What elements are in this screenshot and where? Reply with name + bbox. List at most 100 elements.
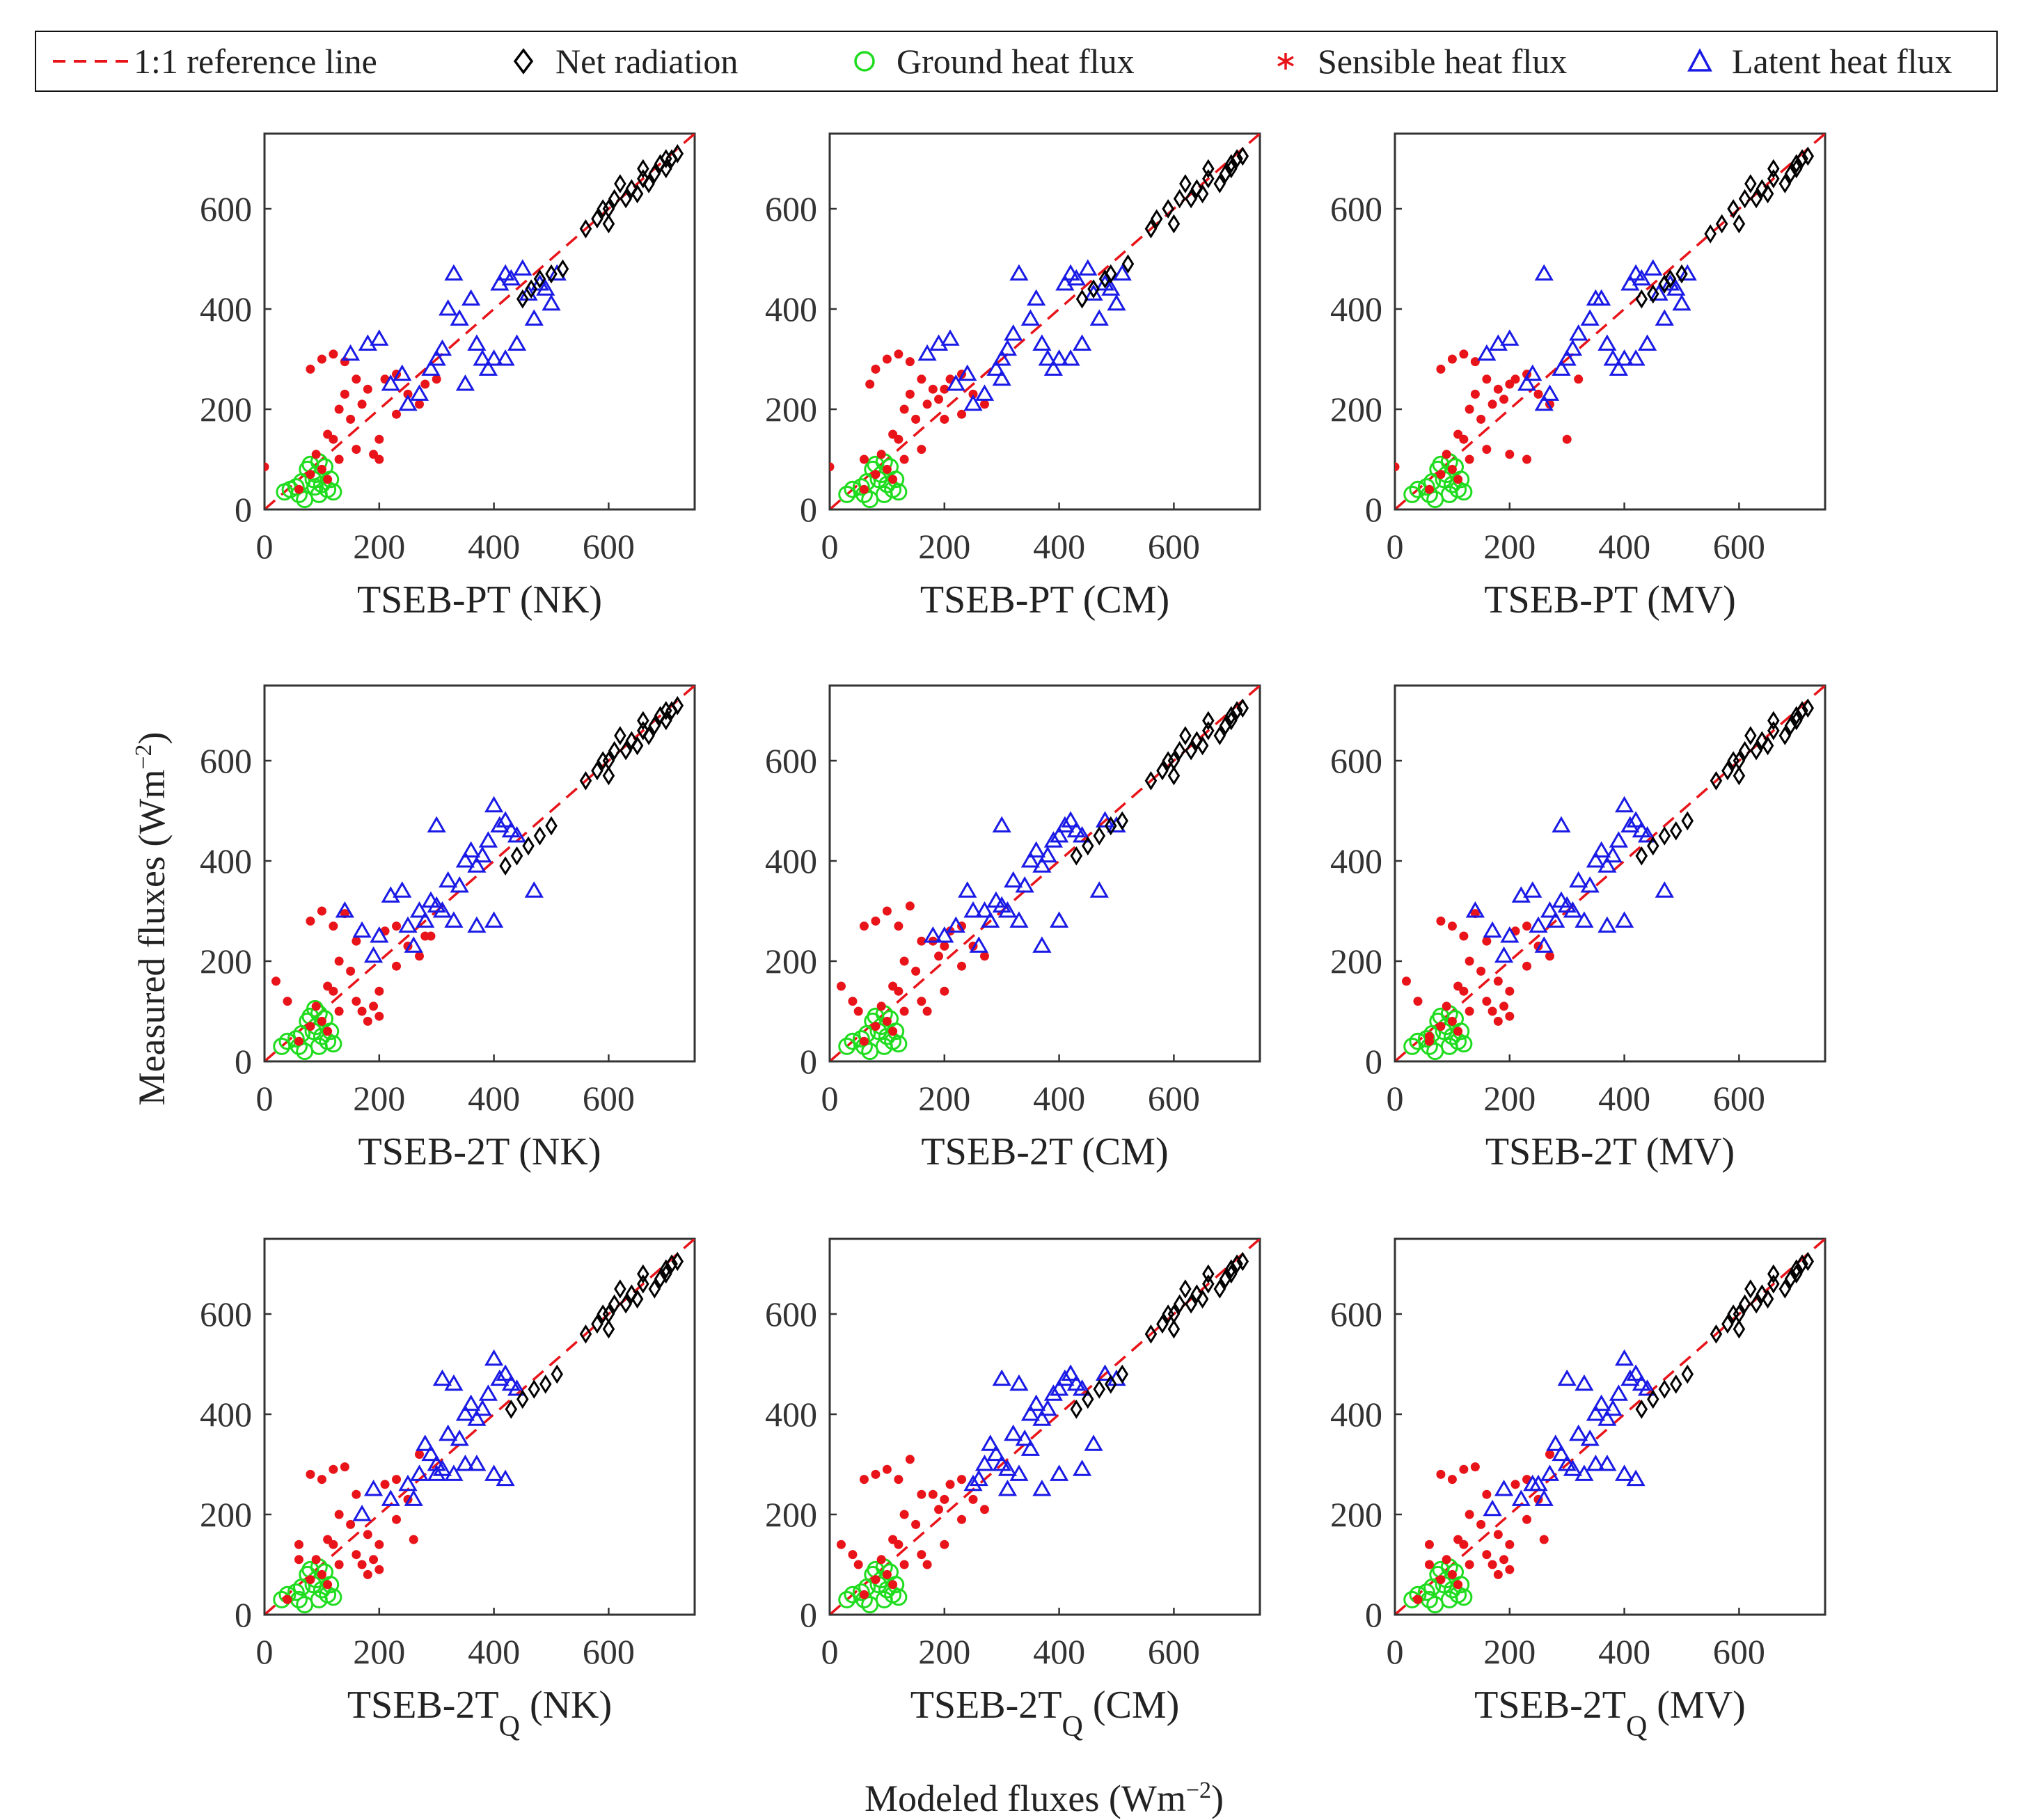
sensible-heat-flux-point: [374, 454, 384, 464]
sensible-heat-flux-point: [1522, 1514, 1532, 1524]
latent-heat-flux-point: [1061, 349, 1080, 366]
ground-heat-flux-point: [838, 485, 856, 503]
sensible-heat-flux-point: [306, 364, 315, 374]
sensible-heat-flux-point: [329, 349, 338, 359]
y-tick-label: 200: [1330, 1495, 1382, 1534]
latent-heat-flux-point: [524, 309, 544, 326]
net-radiation-point: [1167, 1319, 1181, 1339]
latent-heat-flux-point: [398, 916, 418, 933]
latent-heat-flux-point: [1655, 881, 1674, 898]
sensible-heat-flux-point: [1413, 997, 1423, 1006]
star-icon: [1277, 53, 1294, 70]
y-tick-label: 200: [200, 942, 252, 981]
x-tick-label: 600: [1713, 527, 1765, 566]
ground-heat-flux-point: [306, 478, 324, 496]
latent-heat-flux-point: [427, 816, 446, 833]
latent-heat-flux-point: [1614, 349, 1634, 366]
net-radiation-point: [1727, 199, 1739, 219]
sensible-heat-flux-point: [1499, 1002, 1509, 1011]
y-axis-label: Measured fluxes (Wm−2): [131, 731, 173, 1106]
sensible-heat-flux-point: [420, 931, 430, 941]
sensible-heat-flux-point: [432, 374, 441, 384]
latent-heat-flux-point: [992, 349, 1011, 366]
net-radiation-point: [1721, 1314, 1734, 1334]
net-radiation-point: [1231, 701, 1243, 720]
net-radiation-point: [1213, 726, 1226, 745]
x-tick-label: 400: [1033, 1079, 1085, 1118]
plot-area: [828, 1237, 1261, 1616]
sensible-heat-flux-point: [1436, 364, 1446, 374]
latent-heat-flux-point: [1586, 851, 1606, 868]
sensible-heat-flux-point: [905, 901, 915, 911]
sensible-heat-flux-point: [1424, 1031, 1434, 1041]
net-radiation-point: [1750, 189, 1762, 209]
net-radiation-point: [579, 1324, 592, 1344]
sensible-heat-flux-point: [380, 1480, 390, 1489]
net-radiation-point: [1231, 1254, 1243, 1274]
net-radiation-point: [1093, 826, 1106, 846]
latent-heat-flux-point: [1517, 374, 1537, 391]
latent-heat-flux-point: [1004, 324, 1023, 341]
sensible-heat-flux-point: [1505, 986, 1515, 996]
panel-title: TSEB-2TQ (NK): [347, 1684, 612, 1743]
latent-heat-flux-point: [1523, 881, 1542, 898]
y-tick-label: 600: [200, 741, 252, 780]
net-radiation-point: [1727, 1304, 1739, 1324]
sensible-heat-flux-point: [392, 1475, 402, 1485]
panel-5: 0 200 400 600 0 200 400 600 TSEB-2T (CM): [765, 684, 1261, 1173]
sensible-heat-flux-point: [352, 1489, 361, 1499]
net-radiation-point: [1196, 184, 1209, 204]
legend-item-sensible-heat-flux: Sensible heat flux: [1272, 32, 1567, 90]
sensible-heat-flux-point: [894, 1540, 904, 1549]
latent-heat-flux-point: [455, 1404, 475, 1421]
latent-heat-flux-point: [1004, 871, 1023, 888]
ground-heat-flux-point: [322, 1576, 340, 1594]
panel-7: 0 200 400 600 0 200 400 600 TSEB-2TQ (NK): [200, 1237, 696, 1743]
sensible-heat-flux-point: [1447, 1016, 1457, 1026]
latent-heat-flux-point: [917, 344, 937, 361]
sensible-heat-flux-point: [1505, 1540, 1515, 1549]
sensible-heat-flux-point: [271, 976, 281, 986]
ground-heat-flux-point: [852, 478, 870, 496]
latent-heat-flux-point: [1592, 841, 1611, 858]
x-tick-label: 200: [918, 527, 970, 566]
panel-2: 0 200 400 600 0 200 400 600 TSEB-PT (CM): [765, 132, 1261, 622]
sensible-heat-flux-point: [917, 374, 926, 384]
sensible-heat-flux-point: [894, 434, 904, 444]
net-radiation-point: [648, 164, 661, 184]
y-tick-label: 400: [1330, 1395, 1382, 1434]
net-radiation-point: [1704, 224, 1717, 244]
latent-heat-flux-point: [1614, 796, 1634, 813]
net-radiation-point: [1202, 159, 1215, 179]
x-tick-label: 0: [821, 1632, 839, 1671]
legend: 1:1 reference line Net radiation Ground …: [35, 31, 1998, 92]
sensible-heat-flux-point: [1562, 434, 1572, 444]
latent-heat-flux-point: [1078, 259, 1098, 276]
panel-title: TSEB-2T (CM): [921, 1130, 1168, 1173]
net-radiation-point: [660, 1264, 672, 1284]
latent-heat-flux-point: [1597, 856, 1617, 873]
latent-heat-flux-point: [1009, 264, 1029, 281]
net-radiation-point: [1658, 826, 1671, 846]
net-radiation-point: [1190, 731, 1204, 750]
sensible-heat-flux-point: [859, 1036, 869, 1046]
latent-heat-flux-point: [450, 1430, 469, 1446]
net-radiation-point: [1190, 1284, 1204, 1304]
y-tick-label: 600: [1330, 741, 1382, 780]
sensible-heat-flux-point: [1545, 951, 1554, 961]
latent-heat-flux-point: [1038, 1399, 1057, 1416]
x-tick-label: 600: [1148, 1079, 1200, 1118]
latent-heat-flux-point: [946, 374, 965, 391]
net-radiation-point: [648, 715, 661, 736]
ground-heat-flux-point: [1452, 470, 1470, 489]
net-radiation-point: [1796, 701, 1808, 720]
sensible-heat-flux-point: [1413, 1595, 1423, 1604]
sensible-heat-flux-point: [882, 464, 892, 474]
ground-heat-flux-point: [1417, 478, 1435, 496]
net-radiation-point: [533, 269, 546, 289]
net-radiation-point: [1733, 214, 1746, 234]
panel-9: 0 200 400 600 0 200 400 600 TSEB-2TQ (MV): [1330, 1237, 1826, 1743]
net-radiation-point: [1801, 146, 1815, 166]
net-radiation-point: [1744, 1279, 1757, 1299]
latent-heat-flux-point: [1043, 831, 1063, 848]
